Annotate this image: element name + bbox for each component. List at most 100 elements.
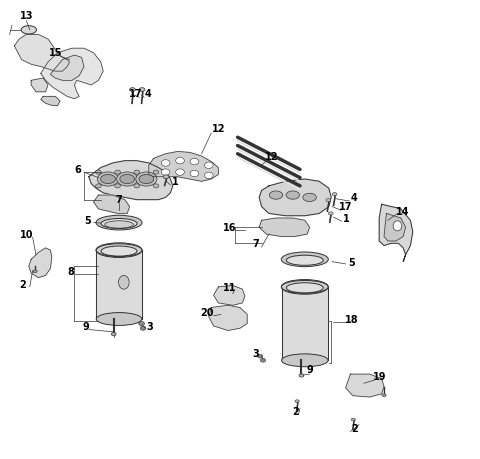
Text: 10: 10 <box>20 230 33 240</box>
Ellipse shape <box>299 374 304 377</box>
Ellipse shape <box>97 172 119 186</box>
Ellipse shape <box>101 218 137 229</box>
Ellipse shape <box>134 170 140 174</box>
Polygon shape <box>31 78 48 92</box>
Ellipse shape <box>105 221 133 228</box>
Text: 20: 20 <box>201 308 214 318</box>
Ellipse shape <box>96 243 142 257</box>
Polygon shape <box>94 195 130 213</box>
Ellipse shape <box>163 175 169 179</box>
Ellipse shape <box>269 191 283 199</box>
Text: 2: 2 <box>292 407 299 417</box>
Text: 7: 7 <box>252 239 259 249</box>
Ellipse shape <box>21 26 36 34</box>
Text: 9: 9 <box>82 322 89 332</box>
Polygon shape <box>214 285 245 305</box>
Ellipse shape <box>261 358 266 362</box>
Polygon shape <box>259 218 310 236</box>
Text: 6: 6 <box>74 165 81 175</box>
Ellipse shape <box>286 191 300 199</box>
Text: 4: 4 <box>351 193 358 203</box>
Ellipse shape <box>161 169 170 175</box>
Ellipse shape <box>130 88 135 91</box>
Polygon shape <box>209 305 247 330</box>
Ellipse shape <box>139 174 154 184</box>
Polygon shape <box>41 48 103 99</box>
Polygon shape <box>281 287 328 360</box>
Ellipse shape <box>134 184 140 188</box>
Ellipse shape <box>190 158 199 165</box>
Ellipse shape <box>286 283 324 293</box>
Polygon shape <box>379 204 413 262</box>
Ellipse shape <box>117 172 138 186</box>
Text: 15: 15 <box>48 48 62 58</box>
Polygon shape <box>14 34 70 71</box>
Ellipse shape <box>286 255 324 265</box>
Ellipse shape <box>101 246 137 256</box>
Ellipse shape <box>295 400 300 403</box>
Ellipse shape <box>96 244 142 257</box>
Ellipse shape <box>328 212 333 215</box>
Polygon shape <box>259 179 331 216</box>
Ellipse shape <box>176 169 184 175</box>
Polygon shape <box>89 161 173 200</box>
Ellipse shape <box>281 280 328 294</box>
Polygon shape <box>346 374 384 397</box>
Text: 9: 9 <box>306 365 313 375</box>
Text: 18: 18 <box>345 315 358 325</box>
Text: 8: 8 <box>68 267 74 277</box>
Ellipse shape <box>96 215 142 230</box>
Ellipse shape <box>120 174 134 184</box>
Ellipse shape <box>393 221 402 231</box>
Text: 16: 16 <box>223 223 236 233</box>
Ellipse shape <box>258 354 263 358</box>
Ellipse shape <box>153 184 159 188</box>
Polygon shape <box>29 248 52 278</box>
Ellipse shape <box>96 170 101 174</box>
Ellipse shape <box>101 174 115 184</box>
Ellipse shape <box>204 162 213 168</box>
Text: 1: 1 <box>172 177 179 187</box>
Ellipse shape <box>161 160 170 166</box>
Polygon shape <box>149 151 218 181</box>
Text: 2: 2 <box>20 280 26 291</box>
Text: 12: 12 <box>212 124 225 134</box>
Ellipse shape <box>140 326 146 330</box>
Polygon shape <box>384 213 406 241</box>
Ellipse shape <box>190 170 199 177</box>
Ellipse shape <box>33 270 37 273</box>
Text: 4: 4 <box>144 89 151 99</box>
Text: 17: 17 <box>339 202 352 213</box>
Polygon shape <box>50 55 84 80</box>
Ellipse shape <box>96 184 101 188</box>
Ellipse shape <box>111 332 116 336</box>
Ellipse shape <box>281 252 328 267</box>
Ellipse shape <box>382 394 386 397</box>
Text: 12: 12 <box>264 152 278 162</box>
Ellipse shape <box>153 170 159 174</box>
Ellipse shape <box>303 193 316 202</box>
Ellipse shape <box>115 170 120 174</box>
Polygon shape <box>96 250 142 319</box>
Text: 13: 13 <box>20 11 33 21</box>
Ellipse shape <box>351 418 355 421</box>
Text: 3: 3 <box>147 322 154 332</box>
Polygon shape <box>41 96 60 106</box>
Ellipse shape <box>96 313 142 325</box>
Ellipse shape <box>176 157 184 164</box>
Ellipse shape <box>139 88 145 91</box>
Text: 7: 7 <box>116 195 122 205</box>
Text: 19: 19 <box>373 372 387 382</box>
Text: 14: 14 <box>396 207 409 217</box>
Text: 5: 5 <box>348 257 355 268</box>
Text: 1: 1 <box>343 214 350 224</box>
Ellipse shape <box>281 354 328 367</box>
Ellipse shape <box>281 280 328 293</box>
Ellipse shape <box>139 322 144 326</box>
Ellipse shape <box>115 184 120 188</box>
Ellipse shape <box>136 172 157 186</box>
Text: 11: 11 <box>223 283 236 293</box>
Text: 3: 3 <box>252 349 259 359</box>
Text: 17: 17 <box>129 89 143 99</box>
Ellipse shape <box>326 198 331 202</box>
